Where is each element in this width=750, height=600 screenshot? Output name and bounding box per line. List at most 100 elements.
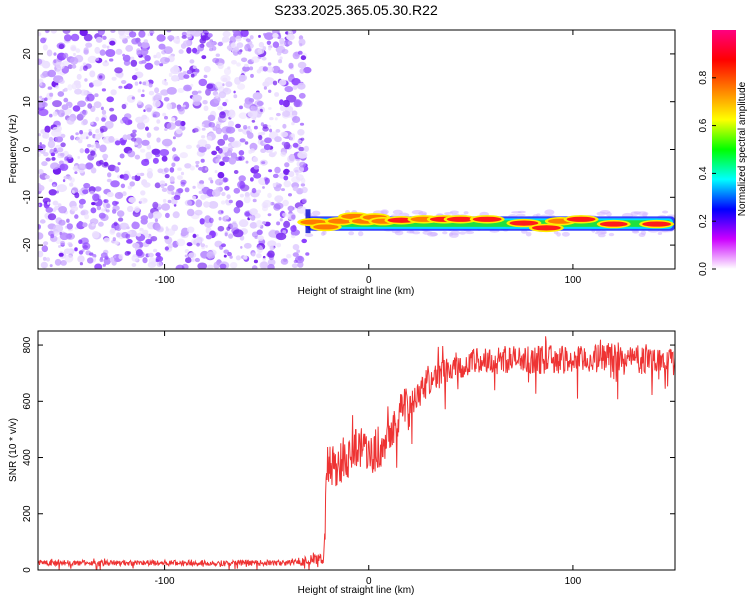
noise-blob	[243, 255, 248, 260]
noise-blob	[233, 90, 236, 94]
noise-blob	[286, 33, 295, 41]
spec-xtick-label: 0	[366, 275, 372, 286]
noise-blob	[195, 199, 203, 208]
noise-blob	[217, 171, 225, 179]
noise-blob	[262, 221, 267, 225]
noise-blob	[87, 103, 93, 109]
noise-blob	[93, 101, 102, 109]
noise-blob	[88, 129, 92, 132]
noise-blob	[252, 198, 257, 203]
noise-blob	[134, 174, 141, 182]
noise-blob	[303, 145, 309, 152]
noise-blob	[276, 221, 281, 226]
noise-blob	[130, 132, 137, 138]
noise-blob	[298, 146, 305, 152]
noise-blob	[110, 180, 120, 188]
noise-blob	[277, 69, 284, 74]
noise-blob	[252, 156, 259, 163]
noise-blob	[196, 234, 199, 237]
noise-blob	[276, 51, 282, 56]
noise-blob	[155, 52, 162, 59]
noise-blob	[166, 102, 173, 110]
noise-blob	[61, 104, 69, 111]
noise-blob	[223, 67, 232, 76]
noise-blob	[87, 55, 98, 64]
noise-blob	[126, 35, 131, 39]
noise-blob	[221, 191, 226, 197]
noise-blob	[119, 33, 127, 40]
noise-blob	[165, 226, 169, 230]
noise-blob	[245, 38, 251, 42]
noise-blob	[288, 193, 292, 197]
snr-ylabel: SNR (10 * v/v)	[8, 418, 19, 482]
noise-blob	[150, 260, 157, 267]
noise-blob	[241, 57, 248, 63]
noise-blob	[190, 83, 194, 87]
noise-blob	[110, 89, 117, 96]
snr-xtick-label: 100	[565, 576, 582, 587]
noise-blob	[101, 162, 109, 168]
noise-blob	[251, 119, 256, 123]
noise-blob	[256, 229, 263, 236]
noise-blob	[88, 252, 94, 256]
band-halo	[304, 233, 314, 238]
noise-blob	[114, 192, 124, 199]
noise-blob	[300, 183, 306, 187]
colorbar-swatch	[712, 30, 736, 269]
noise-blob	[208, 122, 216, 128]
noise-blob	[186, 47, 192, 54]
snr-content	[38, 336, 675, 570]
noise-blob	[66, 117, 75, 125]
noise-blob	[134, 154, 141, 160]
noise-blob	[58, 206, 67, 214]
noise-blob	[278, 59, 283, 64]
noise-blob	[42, 102, 48, 108]
noise-blob	[262, 46, 267, 51]
noise-blob	[203, 201, 210, 208]
noise-blob	[209, 47, 214, 52]
noise-blob	[177, 72, 186, 80]
noise-blob	[147, 33, 150, 37]
noise-blob	[134, 81, 139, 86]
noise-blob	[219, 161, 225, 167]
noise-blob	[279, 218, 283, 222]
noise-blob	[224, 152, 229, 157]
noise-blob	[263, 144, 271, 151]
noise-blob	[187, 226, 195, 233]
noise-blob	[77, 156, 80, 159]
noise-blob	[71, 190, 75, 194]
noise-blob	[225, 98, 229, 103]
band-halo	[632, 230, 640, 234]
noise-blob	[122, 134, 128, 140]
noise-blob	[169, 176, 175, 183]
noise-blob	[53, 147, 57, 152]
noise-blob	[266, 40, 272, 45]
noise-blob	[275, 129, 281, 133]
noise-blob	[299, 161, 306, 168]
noise-blob	[155, 252, 161, 257]
noise-blob	[91, 231, 100, 239]
noise-blob	[305, 252, 310, 256]
noise-blob	[283, 168, 290, 175]
noise-blob	[264, 77, 275, 85]
noise-blob	[297, 129, 305, 136]
colorbar: 0.0 0.2 0.4 0.6 0.8 Normalized spectral ampl…	[698, 30, 748, 276]
noise-blob	[228, 233, 234, 239]
noise-blob	[38, 250, 44, 258]
noise-blob	[292, 244, 300, 251]
noise-blob	[169, 167, 175, 173]
noise-blob	[299, 122, 305, 126]
noise-blob	[148, 90, 155, 96]
noise-blob	[165, 212, 170, 219]
noise-blob	[79, 262, 83, 266]
noise-blob	[190, 73, 195, 78]
noise-blob	[197, 183, 205, 190]
noise-blob	[40, 73, 47, 79]
noise-blob	[59, 79, 65, 84]
noise-blob	[250, 214, 256, 221]
noise-blob	[208, 201, 219, 209]
band-halo	[348, 231, 355, 236]
noise-blob	[207, 135, 212, 141]
noise-blob	[134, 142, 138, 146]
noise-blob	[38, 203, 41, 207]
